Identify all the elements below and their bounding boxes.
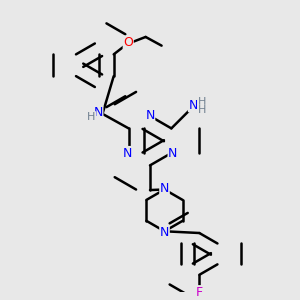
Text: H: H: [87, 112, 96, 122]
Text: N: N: [145, 109, 155, 122]
Text: N: N: [188, 99, 198, 112]
Text: F: F: [196, 286, 203, 299]
Text: H: H: [198, 105, 206, 116]
Text: N: N: [160, 182, 169, 194]
Text: N: N: [160, 226, 169, 239]
Text: H: H: [198, 97, 206, 107]
Text: N: N: [168, 146, 178, 160]
Text: N: N: [94, 106, 103, 119]
Text: N: N: [122, 146, 132, 160]
Text: O: O: [123, 36, 133, 49]
